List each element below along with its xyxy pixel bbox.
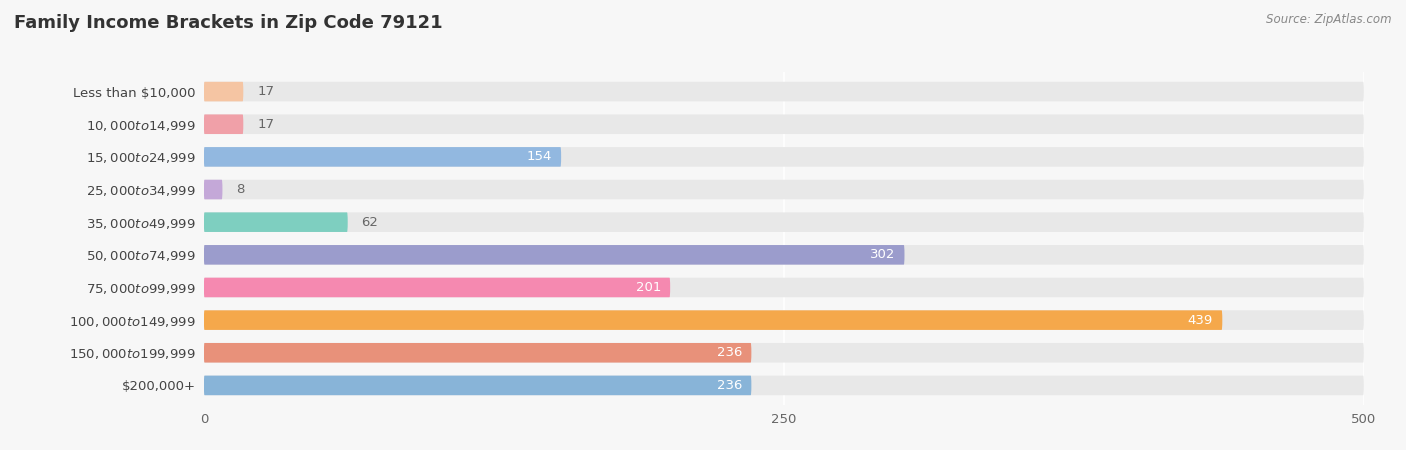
FancyBboxPatch shape bbox=[204, 212, 1364, 232]
Text: 17: 17 bbox=[257, 118, 274, 131]
FancyBboxPatch shape bbox=[204, 245, 1364, 265]
FancyBboxPatch shape bbox=[204, 82, 243, 101]
Text: 302: 302 bbox=[870, 248, 896, 261]
FancyBboxPatch shape bbox=[204, 278, 1364, 297]
Text: 8: 8 bbox=[236, 183, 245, 196]
FancyBboxPatch shape bbox=[204, 376, 751, 395]
FancyBboxPatch shape bbox=[204, 310, 1222, 330]
Text: 236: 236 bbox=[717, 346, 742, 359]
FancyBboxPatch shape bbox=[204, 180, 1364, 199]
Text: Source: ZipAtlas.com: Source: ZipAtlas.com bbox=[1267, 14, 1392, 27]
FancyBboxPatch shape bbox=[204, 147, 561, 166]
FancyBboxPatch shape bbox=[204, 82, 1364, 101]
Text: 17: 17 bbox=[257, 85, 274, 98]
FancyBboxPatch shape bbox=[204, 147, 1364, 166]
FancyBboxPatch shape bbox=[204, 245, 904, 265]
FancyBboxPatch shape bbox=[204, 343, 1364, 363]
FancyBboxPatch shape bbox=[204, 278, 671, 297]
FancyBboxPatch shape bbox=[204, 114, 243, 134]
FancyBboxPatch shape bbox=[204, 114, 1364, 134]
Text: 236: 236 bbox=[717, 379, 742, 392]
FancyBboxPatch shape bbox=[204, 212, 347, 232]
Text: 154: 154 bbox=[526, 150, 551, 163]
FancyBboxPatch shape bbox=[204, 180, 222, 199]
Text: Family Income Brackets in Zip Code 79121: Family Income Brackets in Zip Code 79121 bbox=[14, 14, 443, 32]
FancyBboxPatch shape bbox=[204, 343, 751, 363]
FancyBboxPatch shape bbox=[204, 310, 1364, 330]
Text: 439: 439 bbox=[1188, 314, 1213, 327]
Text: 201: 201 bbox=[636, 281, 661, 294]
FancyBboxPatch shape bbox=[204, 376, 1364, 395]
Text: 62: 62 bbox=[361, 216, 378, 229]
